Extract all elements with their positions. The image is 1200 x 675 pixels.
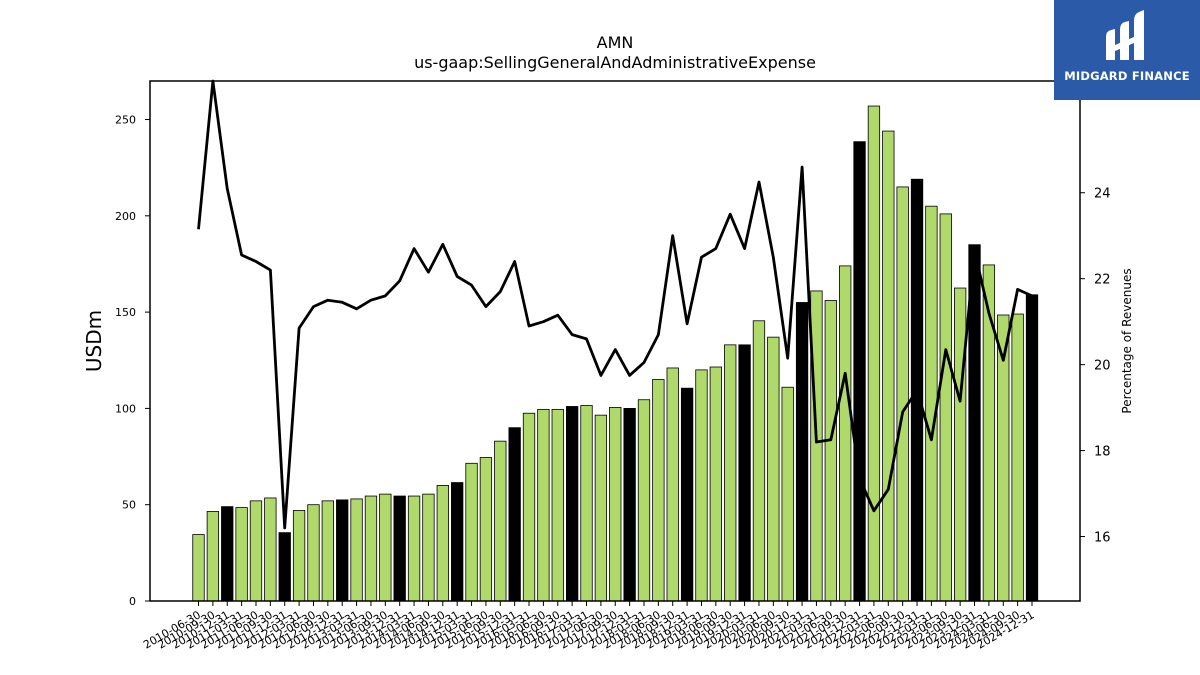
chart-subtitle: us-gaap:SellingGeneralAndAdministrativeE… [414,53,816,72]
bar [278,532,291,602]
bar [336,499,349,602]
bar [623,408,636,602]
y2-tick-label: 18 [1094,445,1111,460]
bar [738,344,751,602]
bar [436,485,449,602]
bar [451,482,464,602]
bar [953,287,967,602]
y-axis-label: USDm [82,310,106,372]
bar [537,408,550,602]
bar [709,366,722,602]
bar [680,387,694,602]
percentage-line [197,79,1033,530]
bar [767,336,780,602]
bar [1011,313,1024,602]
bar [393,495,406,602]
bar [479,457,493,602]
bar [307,504,320,602]
bar [795,302,809,602]
bar [637,399,651,602]
bar [925,205,938,602]
bar [666,367,679,602]
bar [292,510,306,602]
bar [249,500,263,602]
y-axis-right: 16 18 20 22 24 [1080,187,1111,546]
y-tick-label: 100 [115,402,136,415]
bar [896,186,909,602]
bar [781,386,794,602]
bar [939,213,952,602]
bar [824,300,837,602]
bar [839,265,852,602]
bar [867,105,881,602]
bar [522,412,536,602]
bar [551,408,564,602]
bar [264,497,277,602]
bar [580,405,593,602]
bar [565,406,579,602]
bar [882,130,895,602]
bar [350,498,363,602]
bar [853,141,866,602]
bar [1025,294,1039,602]
bar [465,462,478,602]
bar-series [192,105,1039,602]
bar [810,290,823,602]
midgard-logo-icon [1106,10,1144,60]
bar [508,427,521,602]
bar [206,511,220,602]
bar [221,506,234,602]
y-tick-label: 200 [115,210,136,223]
bar [652,379,665,602]
bar [379,493,392,602]
y-tick-label: 150 [115,306,136,319]
bar [364,495,378,602]
y2-axis-label: Percentage of Revenues [1120,268,1134,413]
bar [235,507,248,602]
bar [407,495,421,602]
bar [594,414,608,602]
bar [695,369,708,602]
bar [724,344,737,602]
x-axis: 2010-06-302010-09-302010-12-312011-03-31… [141,601,1037,652]
bar [422,493,435,602]
bar [752,320,766,602]
y2-tick-label: 20 [1094,359,1111,374]
brand-logo: MIDGARD FINANCE [1054,0,1200,100]
y2-tick-label: 22 [1094,273,1111,288]
bar [609,407,622,602]
y2-tick-label: 16 [1094,531,1111,546]
brand-name: MIDGARD FINANCE [1064,69,1190,83]
bar [192,534,205,602]
bar [494,440,507,602]
line-series [197,79,1033,530]
y-tick-label: 50 [122,499,136,512]
chart-title: AMN [597,33,634,52]
y2-tick-label: 24 [1094,187,1111,202]
y-axis-left: 0 50 100 150 200 250 [115,114,150,608]
y-tick-label: 250 [115,114,136,127]
y-tick-label: 0 [129,595,136,608]
bar [321,500,334,602]
